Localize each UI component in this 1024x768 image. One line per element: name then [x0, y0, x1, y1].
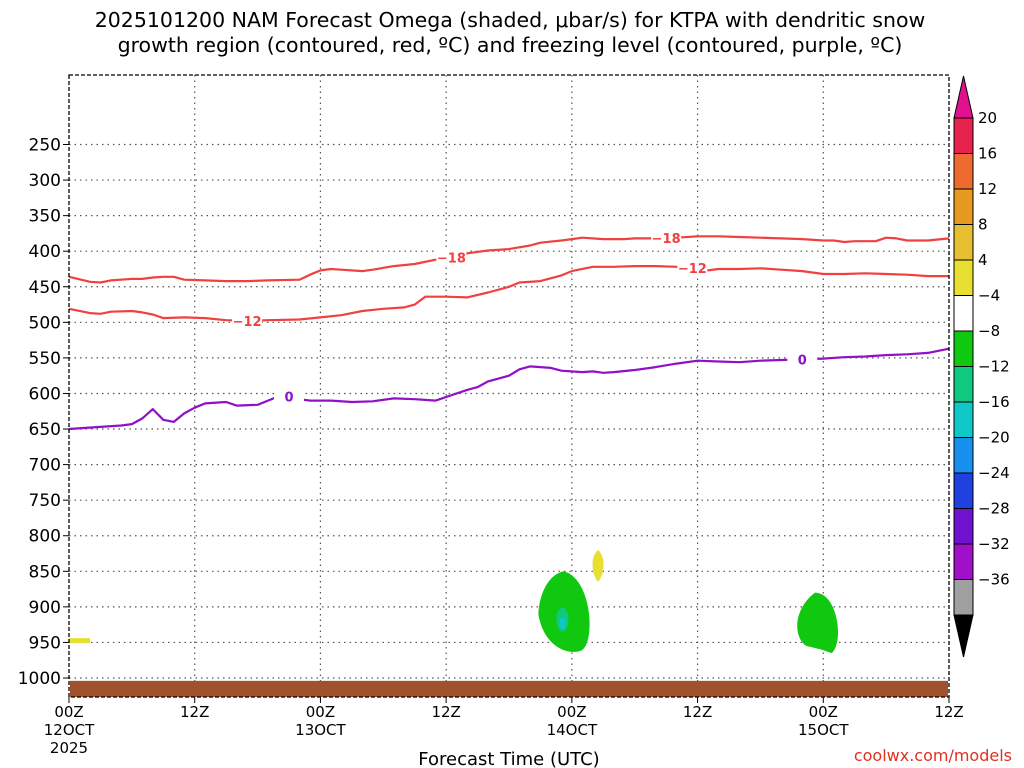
- colorbar-label-13: −36: [978, 571, 1010, 589]
- contour-label2-1: −12: [678, 262, 707, 277]
- colorbar-label-6: −8: [978, 322, 1000, 340]
- contour-label-1: −12: [233, 315, 262, 330]
- omega-region-yellow-12oct: [69, 638, 90, 644]
- colorbar-label-10: −24: [978, 464, 1010, 482]
- colorbar-label-3: 8: [978, 216, 988, 234]
- colorbar-swatch-3: [953, 224, 974, 261]
- colorbar-swatch-11: [953, 508, 974, 545]
- x-tick-year-0: 2025: [50, 739, 88, 757]
- x-tick-time-4: 00Z: [557, 703, 586, 721]
- y-tick-label-750: 750: [29, 491, 61, 511]
- colorbar-label-11: −28: [978, 500, 1010, 518]
- omega-shading: [69, 549, 839, 654]
- colorbar-label-1: 16: [978, 145, 997, 163]
- colorbar-label-9: −20: [978, 429, 1010, 447]
- contour-label2-bg-0: [651, 230, 682, 247]
- contour-label2-bg-1: [677, 259, 708, 276]
- colorbar-swatch-1: [953, 153, 974, 190]
- colorbar-swatch-4: [953, 259, 974, 296]
- contour-label-2: 0: [284, 390, 293, 405]
- x-tick-date-2: 13OCT: [295, 721, 346, 739]
- y-tick-label-950: 950: [29, 633, 61, 653]
- y-tick-label-650: 650: [29, 420, 61, 440]
- colorbar-swatch-6: [953, 330, 974, 367]
- y-tick-label-850: 850: [29, 562, 61, 582]
- y-tick-label-400: 400: [29, 242, 61, 262]
- plot-frame: [68, 74, 950, 698]
- contour-label-bg-2: [274, 388, 304, 405]
- x-tick-time-3: 12Z: [431, 703, 460, 721]
- x-tick-date-4: 14OCT: [547, 721, 598, 739]
- contour-line-2: [68, 347, 950, 431]
- y-tick-label-250: 250: [29, 136, 61, 156]
- y-tick-label-300: 300: [29, 171, 61, 191]
- colorbar-swatch-5: [953, 295, 974, 332]
- omega-region-cyan-14oct: [559, 617, 566, 630]
- omega-region-green-15oct: [797, 592, 839, 654]
- x-tick-time-0: 00Z: [54, 703, 83, 721]
- contour-line-1: [68, 265, 949, 322]
- x-tick-time-2: 00Z: [306, 703, 335, 721]
- credit-text: coolwx.com/models: [854, 746, 1012, 765]
- colorbar-swatch-10: [953, 472, 974, 509]
- chart-title-line1: 2025101200 NAM Forecast Omega (shaded, μ…: [95, 8, 926, 32]
- x-tick-time-7: 12Z: [934, 703, 963, 721]
- colorbar-swatch-13: [953, 579, 974, 616]
- ground-shading: [70, 680, 948, 697]
- colorbar: 20 16 12 8 4 −4 −8 −12 −16 −20 −24 −28 −32 −36: [953, 75, 1010, 658]
- ground-layer: [70, 680, 948, 697]
- colorbar-label-4: 4: [978, 251, 988, 269]
- colorbar-swatch-8: [953, 401, 974, 438]
- y-axis: 250 300 350 400 450 500 550 600 650 700 750 800 850 9…: [18, 136, 69, 689]
- colorbar-overflow-bottom: [953, 614, 974, 658]
- contour-line-0: [68, 235, 950, 284]
- omega-region-yellow-14oct: [592, 549, 604, 582]
- isotherm-contours: [68, 235, 950, 431]
- contour-label2-2: 0: [798, 353, 807, 368]
- y-tick-label-700: 700: [29, 456, 61, 476]
- x-tick-date-6: 15OCT: [798, 721, 849, 739]
- contour-label2-bg-2: [787, 351, 818, 368]
- x-tick-time-6: 00Z: [809, 703, 838, 721]
- colorbar-overflow-top: [953, 75, 974, 119]
- y-tick-label-350: 350: [29, 207, 61, 227]
- y-tick-label-900: 900: [29, 598, 61, 618]
- chart-title-line2: growth region (contoured, red, ºC) and f…: [118, 33, 903, 57]
- colorbar-label-7: −12: [978, 358, 1010, 376]
- y-tick-label-600: 600: [29, 384, 61, 404]
- colorbar-label-12: −32: [978, 535, 1010, 553]
- colorbar-swatch-7: [953, 366, 974, 403]
- contour-labels: −18 −12 0 −18 −12 0: [232, 230, 818, 405]
- contour-label-0: −18: [437, 252, 466, 267]
- contour-label-bg-1: [232, 312, 263, 329]
- colorbar-swatch-0: [953, 117, 974, 154]
- contour-label-bg-0: [436, 249, 467, 266]
- x-tick-time-1: 12Z: [180, 703, 209, 721]
- y-tick-label-500: 500: [29, 313, 61, 333]
- x-tick-time-5: 12Z: [683, 703, 712, 721]
- colorbar-label-2: 12: [978, 180, 997, 198]
- y-tick-label-1000: 1000: [18, 669, 61, 689]
- grid-lines: [69, 75, 949, 697]
- colorbar-swatch-2: [953, 188, 974, 225]
- colorbar-label-0: 20: [978, 109, 997, 127]
- x-axis-title: Forecast Time (UTC): [418, 749, 599, 768]
- colorbar-swatch-12: [953, 543, 974, 580]
- contour-label2-0: −18: [652, 232, 681, 247]
- y-tick-label-450: 450: [29, 278, 61, 298]
- colorbar-swatch-9: [953, 437, 974, 474]
- colorbar-label-8: −16: [978, 393, 1010, 411]
- x-tick-date-0: 12OCT: [44, 721, 95, 739]
- colorbar-label-5: −4: [978, 287, 1000, 305]
- y-tick-label-800: 800: [29, 527, 61, 547]
- y-tick-label-550: 550: [29, 349, 61, 369]
